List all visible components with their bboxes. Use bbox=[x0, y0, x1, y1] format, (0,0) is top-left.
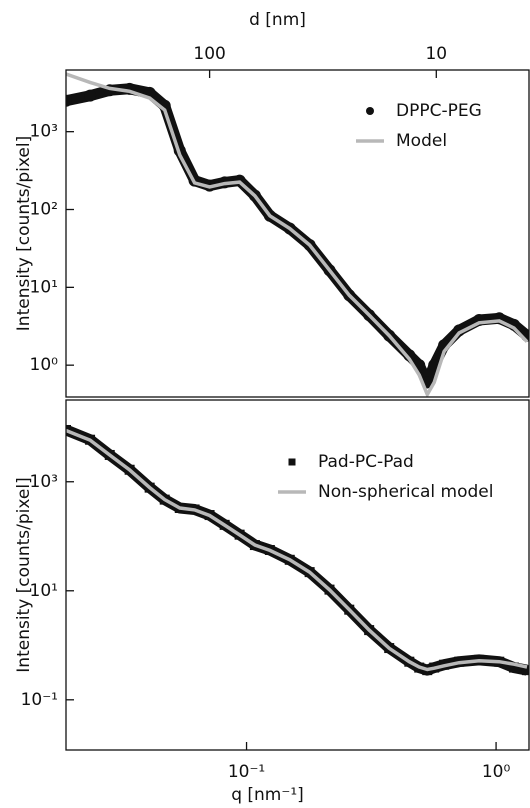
data-point bbox=[403, 349, 416, 362]
plot-area bbox=[66, 72, 529, 397]
legend-label: DPPC-PEG bbox=[396, 101, 482, 121]
data-band bbox=[66, 424, 529, 676]
model-line bbox=[66, 72, 529, 397]
y-tick-label: 10⁻¹ bbox=[21, 690, 58, 710]
legend-label: Model bbox=[396, 131, 447, 151]
plot-area bbox=[66, 424, 529, 676]
data-point bbox=[84, 89, 97, 102]
x-axis-label: q [nm⁻¹] bbox=[231, 785, 304, 805]
y-tick-label: 10² bbox=[30, 200, 58, 220]
x-tick-label: 10⁰ bbox=[482, 762, 511, 782]
y-tick-label: 10³ bbox=[30, 122, 58, 142]
legend-label: Pad-PC-Pad bbox=[318, 452, 414, 472]
y-tick-label: 10³ bbox=[30, 472, 58, 492]
x-tick-label: 10⁻¹ bbox=[228, 762, 265, 782]
y-tick-label: 10⁰ bbox=[30, 355, 59, 375]
x2-tick-label: 100 bbox=[193, 44, 225, 64]
y-axis-label: Intensity [counts/pixel] bbox=[14, 136, 34, 331]
y-tick-label: 10¹ bbox=[30, 581, 58, 601]
data-point bbox=[521, 665, 529, 676]
data-point bbox=[509, 662, 520, 673]
plot-frame bbox=[65, 399, 530, 751]
x2-tick-label: 10 bbox=[425, 44, 447, 64]
plot-frame bbox=[65, 69, 530, 398]
model-line bbox=[66, 428, 528, 672]
legend-swatch bbox=[366, 107, 374, 115]
legend-swatch bbox=[288, 458, 296, 466]
x2-axis-label: d [nm] bbox=[249, 10, 306, 30]
legend-label: Non-spherical model bbox=[318, 482, 493, 502]
y-tick-label: 10¹ bbox=[30, 277, 58, 297]
data-point bbox=[453, 324, 466, 337]
data-point bbox=[66, 94, 72, 107]
y-axis-label: Intensity [counts/pixel] bbox=[14, 477, 34, 672]
